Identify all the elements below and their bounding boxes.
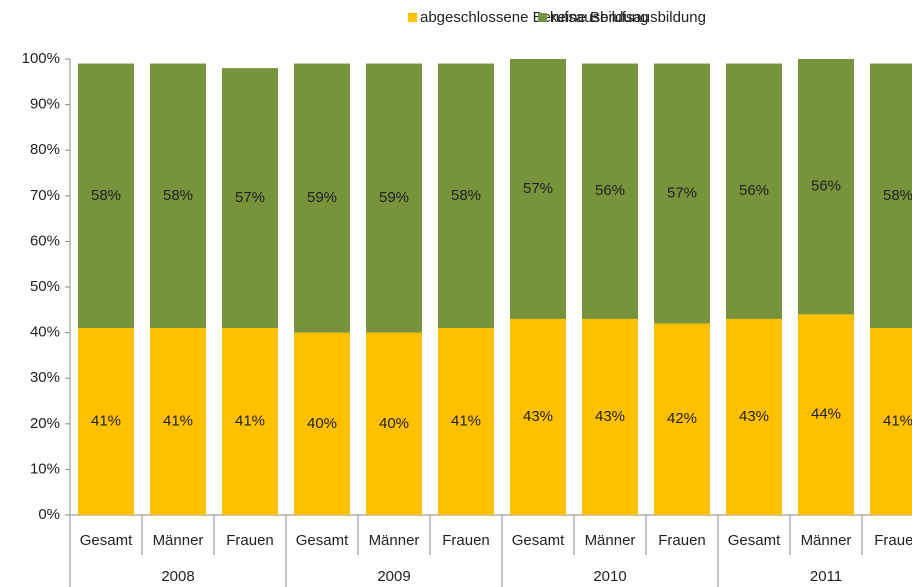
y-tick-label: 0% [38, 506, 60, 523]
legend-label: keine Berufsausbildung [550, 9, 706, 26]
data-label: 43% [595, 408, 625, 425]
y-tick-label: 100% [22, 50, 60, 67]
x-tick-label: Frauen [442, 532, 490, 549]
bar-segment [294, 63, 350, 333]
x-tick-label: Männer [153, 532, 204, 549]
data-label: 58% [91, 187, 121, 204]
data-label: 56% [595, 182, 625, 199]
y-tick-label: 30% [30, 369, 60, 386]
x-tick-label: Männer [801, 532, 852, 549]
data-label: 41% [235, 412, 265, 429]
y-tick-label: 10% [30, 460, 60, 477]
data-label: 58% [883, 187, 912, 204]
bar-segment [870, 63, 912, 329]
x-tick-label: Gesamt [80, 532, 133, 549]
bar-segment [726, 318, 782, 515]
y-tick-label: 60% [30, 232, 60, 249]
data-label: 42% [667, 410, 697, 427]
legend-label: abgeschlossene Berufsausbildung [420, 9, 649, 26]
data-label: 57% [235, 189, 265, 206]
x-tick-label: Gesamt [728, 532, 781, 549]
y-tick-label: 90% [30, 96, 60, 113]
bar-segment [510, 318, 566, 515]
bar-segment [798, 314, 854, 515]
bar-segment [510, 59, 566, 319]
bar-segment [726, 63, 782, 319]
y-tick-label: 80% [30, 141, 60, 158]
data-label: 56% [739, 182, 769, 199]
bar-segment [150, 63, 206, 329]
bar-segment [870, 328, 912, 515]
bar-segment [294, 332, 350, 515]
y-tick-label: 50% [30, 278, 60, 295]
y-tick-label: 20% [30, 415, 60, 432]
data-label: 41% [883, 412, 912, 429]
bar-segment [222, 328, 278, 515]
bar-segment [150, 328, 206, 515]
bar-segment [78, 328, 134, 515]
bar-segment [582, 318, 638, 515]
group-label: 2009 [377, 568, 410, 585]
data-label: 43% [739, 408, 769, 425]
x-tick-label: Frauen [658, 532, 706, 549]
data-label: 41% [451, 412, 481, 429]
data-label: 59% [307, 189, 337, 206]
bar-segment [222, 68, 278, 329]
data-label: 44% [811, 406, 841, 423]
data-label: 58% [451, 187, 481, 204]
x-tick-label: Männer [585, 532, 636, 549]
bar-segment [654, 323, 710, 515]
data-label: 58% [163, 187, 193, 204]
data-label: 57% [523, 180, 553, 197]
bar-segment [366, 332, 422, 515]
group-label: 2010 [593, 568, 626, 585]
group-label: 2008 [161, 568, 194, 585]
data-label: 56% [811, 178, 841, 195]
data-label: 57% [667, 184, 697, 201]
data-label: 41% [163, 412, 193, 429]
y-tick-label: 40% [30, 324, 60, 341]
bar-segment [438, 328, 494, 515]
bar-segment [654, 63, 710, 324]
bar-segment [438, 63, 494, 329]
data-label: 40% [379, 415, 409, 432]
bar-segment [582, 63, 638, 319]
bar-segment [366, 63, 422, 333]
bar-segment [798, 59, 854, 315]
x-tick-label: Gesamt [512, 532, 565, 549]
x-tick-label: Frauen [874, 532, 912, 549]
x-tick-label: Männer [369, 532, 420, 549]
x-tick-label: Gesamt [296, 532, 349, 549]
data-label: 40% [307, 415, 337, 432]
y-tick-label: 70% [30, 187, 60, 204]
group-label: 2011 [810, 568, 842, 585]
data-label: 41% [91, 412, 121, 429]
data-label: 43% [523, 408, 553, 425]
legend-swatch [408, 13, 417, 22]
bar-segment [78, 63, 134, 329]
data-label: 59% [379, 189, 409, 206]
x-tick-label: Frauen [226, 532, 274, 549]
legend-swatch [538, 13, 547, 22]
